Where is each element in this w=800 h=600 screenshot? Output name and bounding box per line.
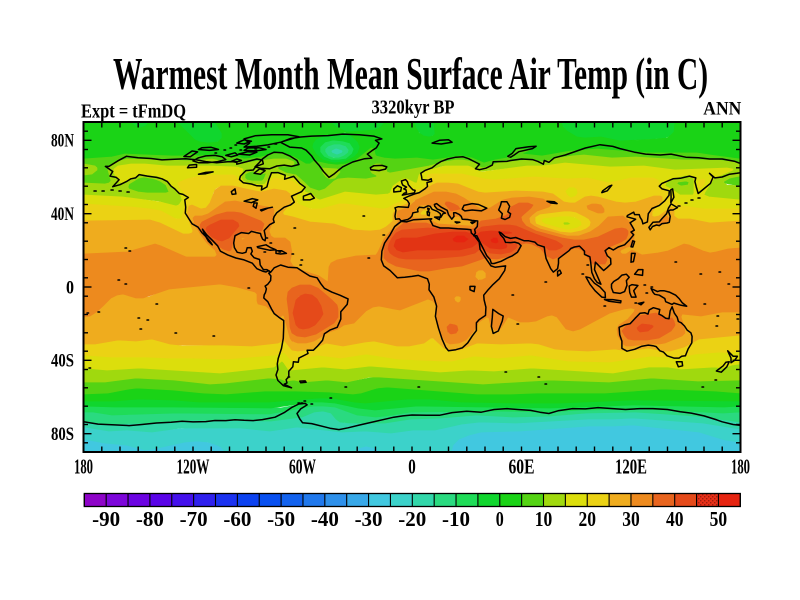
svg-text:3320kyr BP: 3320kyr BP <box>372 96 455 118</box>
svg-text:60E: 60E <box>509 454 535 478</box>
svg-text:40N: 40N <box>51 204 74 225</box>
svg-text:-40: -40 <box>311 507 339 531</box>
svg-text:40S: 40S <box>51 351 74 372</box>
svg-text:10: 10 <box>535 507 553 531</box>
svg-text:180: 180 <box>731 454 750 478</box>
svg-text:0: 0 <box>408 454 416 478</box>
svg-text:0: 0 <box>66 277 74 298</box>
svg-text:120E: 120E <box>615 454 647 478</box>
svg-text:40: 40 <box>666 507 684 531</box>
svg-text:-90: -90 <box>92 507 120 531</box>
svg-text:-80: -80 <box>136 507 164 531</box>
svg-text:80N: 80N <box>51 131 74 152</box>
svg-text:ANN: ANN <box>703 98 741 119</box>
svg-text:-70: -70 <box>180 507 208 531</box>
svg-text:-30: -30 <box>355 507 383 531</box>
svg-text:120W: 120W <box>177 454 210 478</box>
svg-text:-50: -50 <box>267 507 295 531</box>
svg-text:180: 180 <box>74 454 93 478</box>
svg-text:Expt = tFmDQ: Expt = tFmDQ <box>81 101 186 123</box>
svg-text:-20: -20 <box>398 507 426 531</box>
svg-text:20: 20 <box>578 507 596 531</box>
svg-text:-10: -10 <box>442 507 470 531</box>
svg-text:60W: 60W <box>289 454 316 478</box>
svg-text:80S: 80S <box>51 424 74 445</box>
svg-text:30: 30 <box>622 507 640 531</box>
svg-text:0: 0 <box>496 507 504 531</box>
svg-text:-60: -60 <box>223 507 251 531</box>
svg-text:50: 50 <box>710 507 728 531</box>
svg-text:Warmest Month Mean Surface Air: Warmest Month Mean Surface Air Temp (in … <box>113 49 708 99</box>
